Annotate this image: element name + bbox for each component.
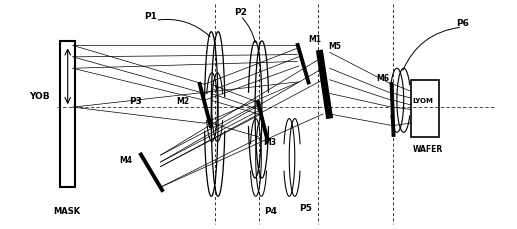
Text: P6: P6 bbox=[455, 19, 468, 28]
Text: P4: P4 bbox=[264, 206, 277, 215]
Text: M5: M5 bbox=[328, 42, 341, 51]
Text: M3: M3 bbox=[264, 137, 277, 146]
Text: MASK: MASK bbox=[53, 206, 80, 215]
Text: M6: M6 bbox=[376, 74, 389, 83]
Text: P1: P1 bbox=[144, 12, 157, 21]
Text: WAFER: WAFER bbox=[413, 144, 444, 153]
Text: LYOM: LYOM bbox=[412, 98, 433, 104]
Text: P5: P5 bbox=[299, 203, 312, 212]
Text: YOB: YOB bbox=[29, 92, 50, 101]
Text: P3: P3 bbox=[130, 96, 143, 105]
Bar bbox=[60, 42, 75, 187]
Text: M4: M4 bbox=[119, 155, 132, 164]
Bar bbox=[410, 80, 439, 137]
Text: M2: M2 bbox=[176, 96, 189, 105]
Text: P2: P2 bbox=[234, 8, 247, 16]
Text: M1: M1 bbox=[309, 35, 322, 44]
